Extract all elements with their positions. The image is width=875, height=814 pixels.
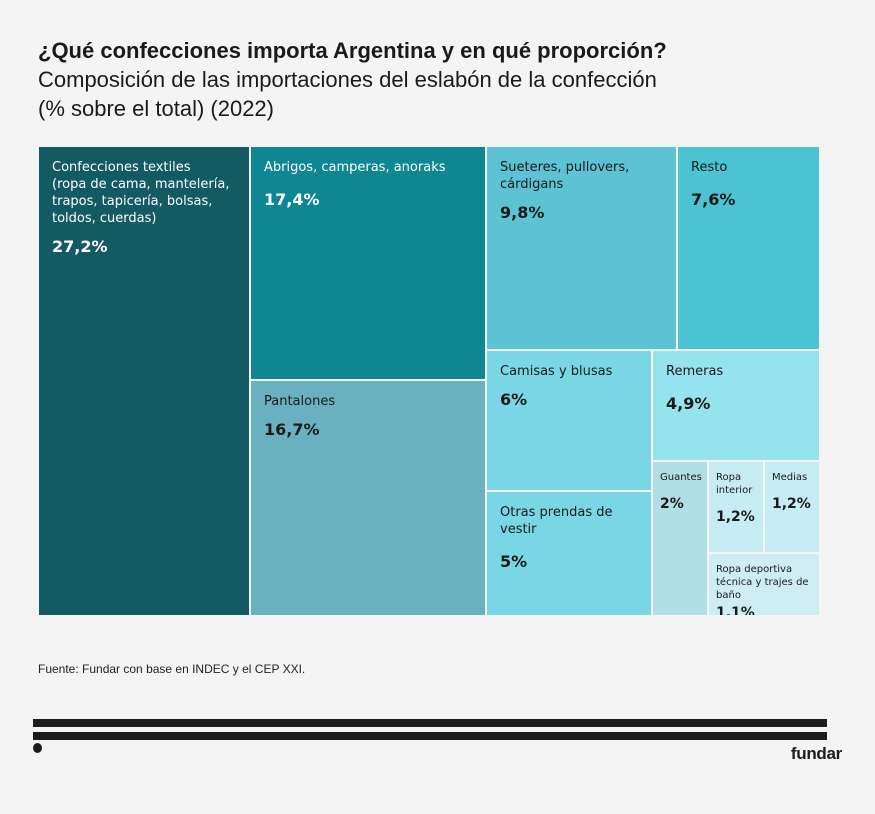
cell-value: 5% — [500, 552, 528, 571]
cell-value: 1,1% — [716, 605, 755, 616]
chart-subtitle-line2: (% sobre el total) (2022) — [38, 96, 274, 121]
treemap-cell-confecciones-textiles: Confecciones textiles (ropa de cama, mant… — [38, 146, 250, 616]
treemap-cell-ropa-interior: Ropa interior 1,2% — [708, 461, 764, 553]
treemap-cell-guantes: Guantes 2% — [652, 461, 708, 616]
footer-bar-top — [33, 719, 827, 727]
cell-label: Ropa deportiva técnica y trajes de baño — [716, 564, 809, 601]
cell-label: Medias — [772, 472, 808, 483]
chart-title: ¿Qué confecciones importa Argentina y en… — [38, 38, 667, 63]
cell-label: Resto — [691, 160, 728, 175]
cell-value: 6% — [500, 390, 528, 409]
treemap-cell-sueteres: Sueteres, pullovers, cárdigans 9,8% — [486, 146, 677, 350]
cell-value: 2% — [660, 496, 684, 512]
cell-value: 7,6% — [691, 190, 736, 209]
footer-bar-bottom — [33, 732, 827, 740]
cell-value: 27,2% — [52, 237, 108, 256]
cell-label: Camisas y blusas — [500, 364, 613, 379]
treemap-cell-ropa-deportiva: Ropa deportiva técnica y trajes de baño 1,1… — [708, 553, 820, 616]
cell-label: Ropa interior — [716, 472, 753, 496]
treemap-cell-abrigos: Abrigos, camperas, anoraks 17,4% — [250, 146, 486, 380]
cell-value: 4,9% — [666, 394, 711, 413]
cell-label: Abrigos, camperas, anoraks — [264, 160, 446, 175]
cell-label: Otras prendas de vestir — [500, 505, 613, 537]
footer-dot — [33, 743, 42, 753]
cell-value: 16,7% — [264, 420, 320, 439]
treemap-cell-pantalones: Pantalones 16,7% — [250, 380, 486, 616]
treemap-cell-otras-prendas: Otras prendas de vestir 5% — [486, 491, 652, 616]
cell-label: Sueteres, pullovers, cárdigans — [500, 160, 630, 192]
fundar-logo: fundar — [790, 744, 842, 763]
cell-label: Confecciones textiles (ropa de cama, mant… — [52, 160, 230, 226]
treemap-cell-medias: Medias 1,2% — [764, 461, 820, 553]
treemap-cell-resto: Resto 7,6% — [677, 146, 820, 350]
cell-value: 17,4% — [264, 190, 320, 209]
cell-label: Remeras — [666, 364, 724, 379]
cell-label: Guantes — [660, 472, 702, 483]
treemap: Confecciones textiles (ropa de cama, mant… — [38, 146, 820, 616]
cell-value: 9,8% — [500, 203, 545, 222]
treemap-cell-camisas: Camisas y blusas 6% — [486, 350, 652, 491]
cell-value: 1,2% — [716, 509, 755, 525]
cell-value: 1,2% — [772, 496, 811, 512]
treemap-cell-remeras: Remeras 4,9% — [652, 350, 820, 461]
chart-subtitle-line1: Composición de las importaciones del esl… — [38, 67, 657, 92]
cell-label: Pantalones — [264, 394, 336, 409]
chart-title-block: ¿Qué confecciones importa Argentina y en… — [38, 36, 667, 123]
source-note: Fuente: Fundar con base en INDEC y el CE… — [38, 662, 306, 676]
